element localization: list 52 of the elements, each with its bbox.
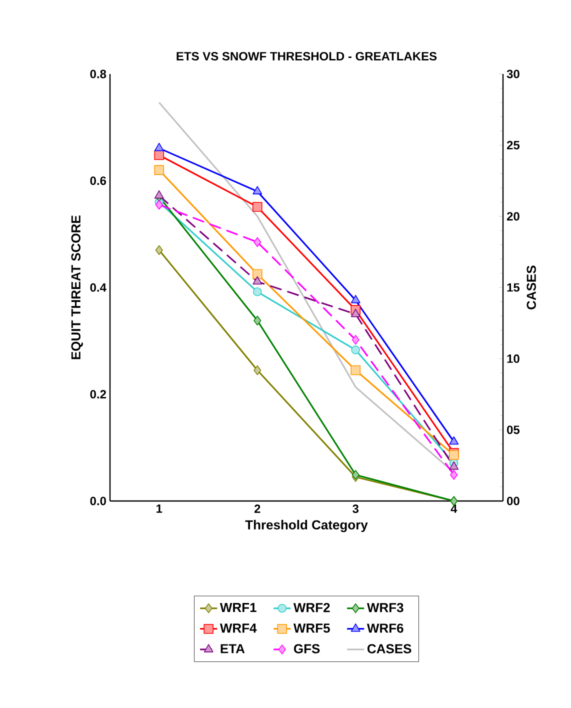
y2-tick-label: 15 [507,283,520,292]
y-tick-label: 0.2 [90,390,106,398]
y-tick-label: 0.8 [90,70,106,78]
point [352,334,360,345]
y-tick-label: 0.4 [90,283,106,292]
y-axis-title: EQUIT THREAT SCORE [71,216,83,360]
point [252,287,262,296]
point [154,142,164,152]
x-tick-label: 2 [254,504,260,513]
x-axis-title: Threshold Category [245,520,368,532]
chart-title: ETS VS SNOWF THRESHOLD - GREATLAKES [176,52,437,60]
legend-label: GFS [294,644,320,654]
y2-tick-label: 00 [507,496,520,506]
point [252,186,262,194]
x-tick-label: 4 [450,504,458,513]
y2-axis-title: CASES [526,266,536,310]
point [154,150,164,160]
y2-tick-label: 30 [506,70,520,78]
point [351,346,360,354]
y-tick-label: 0.6 [90,176,106,185]
point [154,165,164,175]
point [155,200,163,210]
point [254,237,262,248]
point [352,470,360,480]
point [350,365,361,376]
point [252,202,262,212]
point [450,470,458,480]
point [449,461,459,470]
point [252,269,262,280]
point [254,365,262,376]
legend-label: WRF2 [293,602,330,612]
legend-label: WRF1 [220,603,256,612]
y2-tick-label: 25 [506,140,520,150]
legend-label: WRF6 [366,624,404,633]
point [252,276,262,285]
y2-tick-label: 10 [507,354,520,363]
legend-label: ETA [220,644,245,654]
point [350,308,360,318]
point [350,294,360,304]
point [449,436,459,445]
legend-label: WRF3 [366,602,404,612]
point [154,190,164,199]
legend-label: WRF4 [220,624,257,633]
y2-tick-label: 05 [507,426,520,434]
y2-tick-label: 20 [506,212,520,221]
y-tick-label: 0.0 [90,496,106,506]
legend-label: CASES [367,644,412,654]
legend-label: WRF5 [293,624,330,633]
point [155,245,163,256]
x-tick-label: 1 [156,504,162,513]
x-tick-label: 3 [352,504,359,514]
point [254,316,262,326]
